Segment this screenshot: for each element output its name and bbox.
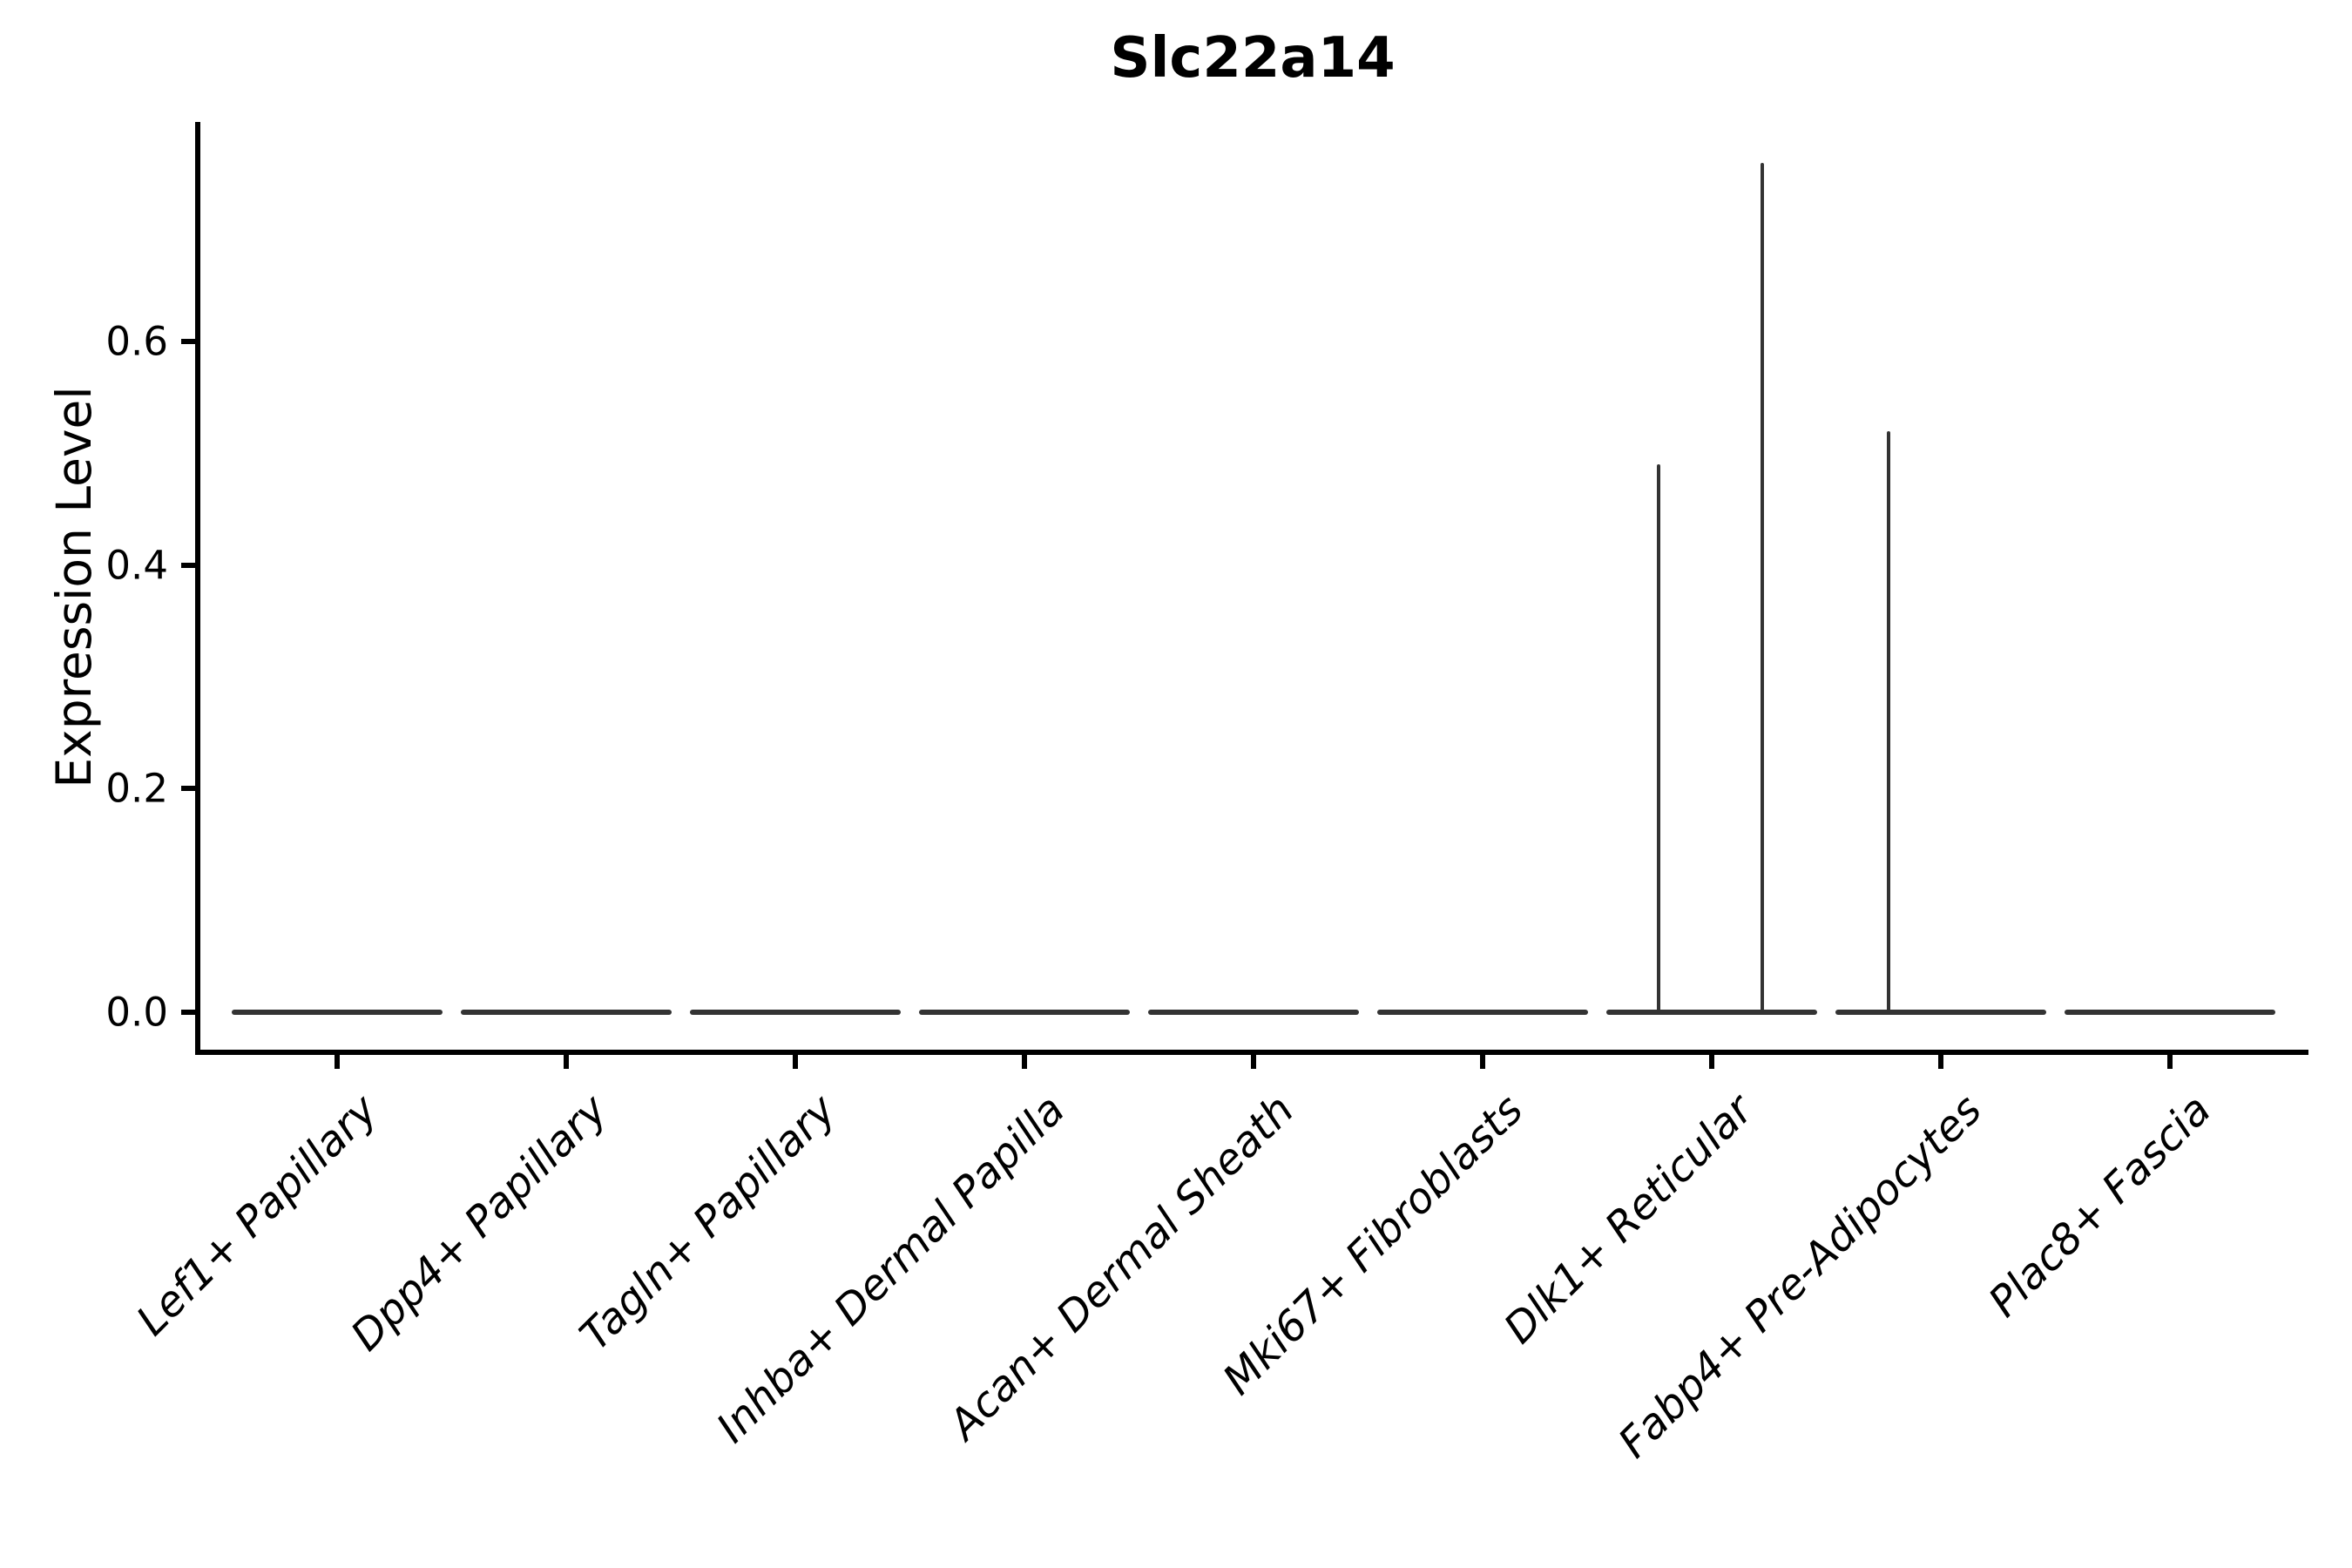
x-tick-label: Dlk1+ Reticular [1494, 1085, 1762, 1354]
violin-baseline [232, 1010, 443, 1015]
violin-baseline [1148, 1010, 1359, 1015]
x-tick-label: Dpp4+ Papillary [341, 1085, 617, 1361]
x-tick-mark [1022, 1055, 1027, 1069]
y-tick-mark [181, 786, 195, 792]
x-tick-mark [564, 1055, 569, 1069]
x-tick-mark [1251, 1055, 1256, 1069]
x-tick-label: Tagln+ Papillary [571, 1085, 846, 1361]
violin-density-spike [1656, 464, 1660, 1015]
violin-baseline [1377, 1010, 1588, 1015]
x-tick-mark [1709, 1055, 1714, 1069]
x-tick-label: Fabp4+ Pre-Adipocytes [1609, 1085, 1991, 1468]
x-tick-mark [1938, 1055, 1943, 1069]
violin-baseline [1835, 1010, 2046, 1015]
violin-baseline [2065, 1010, 2275, 1015]
x-tick-label: Plac8+ Fascia [1978, 1085, 2220, 1327]
y-tick-label: 0.0 [105, 989, 168, 1036]
y-tick-mark [181, 339, 195, 345]
y-tick-label: 0.6 [105, 318, 168, 365]
violin-density-spike [1887, 430, 1891, 1015]
x-tick-mark [1480, 1055, 1485, 1069]
x-tick-mark [2167, 1055, 2173, 1069]
y-tick-mark [181, 562, 195, 568]
chart-title: Slc22a14 [1110, 26, 1396, 91]
x-tick-mark [793, 1055, 798, 1069]
violin-baseline [919, 1010, 1130, 1015]
y-tick-label: 0.2 [105, 765, 168, 812]
violin-density-spike [1761, 162, 1765, 1015]
y-axis-label: Expression Level [46, 386, 102, 788]
violin-baseline [461, 1010, 672, 1015]
y-tick-label: 0.4 [105, 542, 168, 589]
x-axis-spine [195, 1050, 2308, 1055]
y-tick-mark [181, 1010, 195, 1015]
x-tick-label: Lef1+ Papillary [127, 1085, 388, 1346]
violin-baseline [690, 1010, 901, 1015]
y-axis-spine [195, 122, 200, 1055]
violin-baseline [1606, 1010, 1817, 1015]
x-tick-mark [335, 1055, 340, 1069]
